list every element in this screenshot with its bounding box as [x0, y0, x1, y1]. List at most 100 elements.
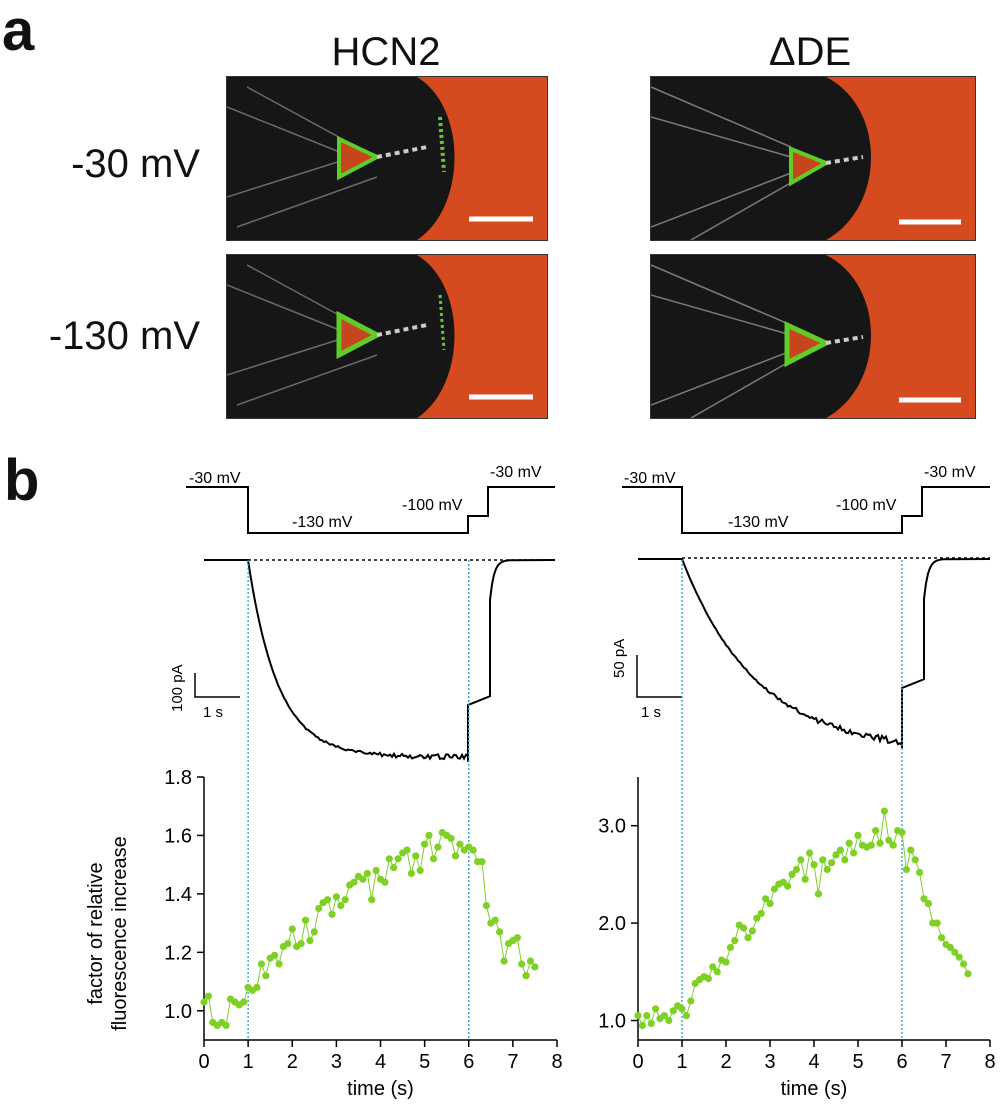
- data-point: [456, 841, 463, 848]
- protocol-label-tail: -100 mV: [402, 497, 463, 514]
- scale-bar-right: [637, 655, 682, 697]
- data-point: [289, 925, 296, 932]
- protocol-label-return: -30 mV: [924, 464, 976, 481]
- data-point: [749, 927, 756, 934]
- data-point: [483, 902, 490, 909]
- data-point: [810, 861, 817, 868]
- y-axis-label: factor of relative fluorescence increase: [85, 836, 131, 1031]
- data-point: [531, 963, 538, 970]
- protocol-label-return: -30 mV: [490, 464, 542, 481]
- panel-b-figure: -30 mV -130 mV -100 mV -30 mV -30 mV -13…: [0, 0, 1000, 1114]
- data-point: [819, 856, 826, 863]
- data-point: [421, 841, 428, 848]
- x-tick-label: 5: [852, 1051, 863, 1073]
- data-point: [258, 960, 265, 967]
- data-point: [793, 866, 800, 873]
- data-point: [337, 902, 344, 909]
- data-point: [678, 1005, 685, 1012]
- data-point: [408, 870, 415, 877]
- data-point: [705, 975, 712, 982]
- data-point: [784, 883, 791, 890]
- data-point: [806, 849, 813, 856]
- x-tick-label: 7: [507, 1051, 518, 1073]
- data-point: [837, 847, 844, 854]
- data-point: [386, 855, 393, 862]
- data-point: [643, 1012, 650, 1019]
- data-point: [527, 958, 534, 965]
- data-point: [298, 940, 305, 947]
- data-point: [364, 870, 371, 877]
- x-tick-label: 7: [940, 1051, 951, 1073]
- data-point: [740, 924, 747, 931]
- current-trace-left-group: 100 pA 1 s: [169, 560, 555, 762]
- data-point: [417, 867, 424, 874]
- protocol-label-hold: -30 mV: [189, 470, 241, 487]
- x-tick-label: 1: [676, 1051, 687, 1073]
- x-tick-label: 3: [331, 1051, 342, 1073]
- data-point: [478, 858, 485, 865]
- x-axis-label: time (s): [347, 1078, 414, 1100]
- y-tick-label: 1.8: [164, 767, 192, 789]
- data-point: [934, 920, 941, 927]
- data-point: [315, 905, 322, 912]
- data-point: [412, 852, 419, 859]
- data-point: [223, 1022, 230, 1029]
- data-point: [306, 937, 313, 944]
- data-point: [390, 864, 397, 871]
- data-point: [854, 832, 861, 839]
- x-tick-label: 6: [463, 1051, 474, 1073]
- data-point: [731, 937, 738, 944]
- data-point: [802, 876, 809, 883]
- data-point: [766, 900, 773, 907]
- data-point: [324, 896, 331, 903]
- data-point: [907, 847, 914, 854]
- data-point: [284, 940, 291, 947]
- x-tick-label: 6: [896, 1051, 907, 1073]
- data-point: [687, 997, 694, 1004]
- data-point: [518, 960, 525, 967]
- data-point: [381, 879, 388, 886]
- data-point: [311, 928, 318, 935]
- data-point: [395, 855, 402, 862]
- protocol-label-step: -130 mV: [728, 514, 789, 531]
- data-point: [359, 876, 366, 883]
- x-tick-label: 0: [632, 1051, 643, 1073]
- data-point: [403, 847, 410, 854]
- data-point: [903, 866, 910, 873]
- data-point: [841, 856, 848, 863]
- data-point: [868, 842, 875, 849]
- y-tick-label: 1.2: [164, 942, 192, 964]
- data-point: [722, 959, 729, 966]
- y-tick-label: 3.0: [598, 816, 626, 838]
- y-tick-label: 2.0: [598, 913, 626, 935]
- data-point: [368, 896, 375, 903]
- x-axis-label: time (s): [781, 1078, 848, 1100]
- data-point: [683, 1012, 690, 1019]
- scale-label-current-left: 100 pA: [169, 664, 186, 712]
- data-point: [333, 893, 340, 900]
- data-point: [881, 808, 888, 815]
- data-point: [350, 879, 357, 886]
- x-tick-label: 0: [198, 1051, 209, 1073]
- data-point: [342, 896, 349, 903]
- data-point: [425, 832, 432, 839]
- data-point: [240, 998, 247, 1005]
- x-tick-label: 5: [419, 1051, 430, 1073]
- scale-bar-left: [195, 673, 240, 697]
- x-tick-label: 2: [287, 1051, 298, 1073]
- y-tick-label: 1.6: [164, 825, 192, 847]
- voltage-protocol-left: -30 mV -130 mV -100 mV -30 mV: [186, 464, 555, 533]
- data-point: [514, 934, 521, 941]
- data-point: [916, 869, 923, 876]
- data-point: [912, 856, 919, 863]
- data-point: [302, 917, 309, 924]
- data-point: [523, 972, 530, 979]
- fluorescence-chart-delta-de: 0 1 2 3 4 5 6 7 8 1.0 2.0 3.0 time (s): [598, 560, 995, 1100]
- data-point: [373, 867, 380, 874]
- data-point: [964, 970, 971, 977]
- data-point: [434, 844, 441, 851]
- data-point: [872, 827, 879, 834]
- x-tick-label: 3: [764, 1051, 775, 1073]
- scale-label-time-left: 1 s: [203, 704, 223, 721]
- data-point: [470, 847, 477, 854]
